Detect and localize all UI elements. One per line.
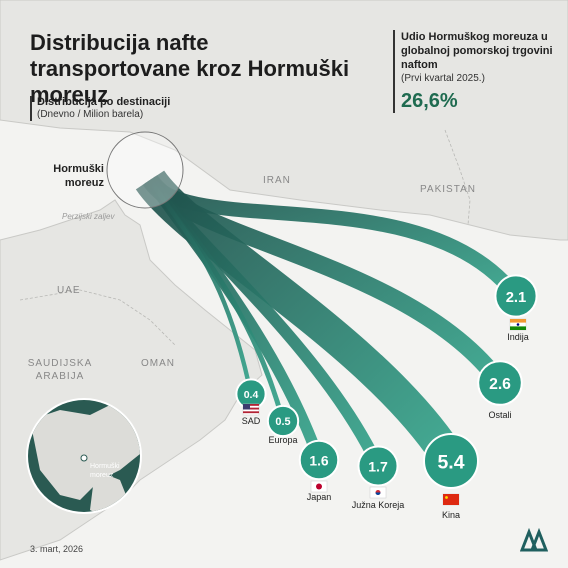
subtitle: Distribucija po destinaciji <box>37 96 171 108</box>
flow-line-sad <box>148 178 254 395</box>
iran-label: IRAN <box>263 175 291 186</box>
strait-label: Hormuški moreuz <box>53 163 104 189</box>
value-label-sad: 0.4 <box>244 389 259 401</box>
value-label-ostali: 2.6 <box>489 376 511 393</box>
bubble-indija <box>494 274 538 318</box>
agency-logo-icon <box>520 528 548 552</box>
value-label-južna-koreja: 1.7 <box>368 458 388 474</box>
destination-label-južna-koreja: Južna Koreja <box>352 500 405 510</box>
value-label-japan: 1.6 <box>309 452 329 468</box>
destination-label-europa: Europa <box>268 435 297 445</box>
globe-label: Hormuški moreuz <box>90 463 120 479</box>
destination-label-japan: Japan <box>307 492 332 502</box>
korea-flag-icon <box>369 486 387 499</box>
value-label-europa: 0.5 <box>275 416 290 428</box>
japan-flag-icon <box>310 480 328 493</box>
destination-label-indija: Indija <box>507 332 529 342</box>
oman-label: OMAN <box>141 358 175 369</box>
destination-label-sad: SAD <box>242 416 261 426</box>
usa-flag-icon <box>242 403 260 416</box>
value-label-kina: 5.4 <box>437 452 464 474</box>
page-title: Distribucija nafte transportovane kroz H… <box>30 30 350 107</box>
saudi-label: SAUDIJSKA ARABIJA <box>28 358 93 382</box>
destination-label-kina: Kina <box>442 510 460 520</box>
bubble-japan <box>298 439 340 481</box>
strait-highlight-circle <box>106 131 184 209</box>
date-label: 3. mart, 2026 <box>30 544 84 554</box>
bubble-ostali <box>477 360 523 406</box>
bubble-južna-koreja <box>357 445 399 487</box>
iran-landmass <box>0 0 568 241</box>
pakistan-label: PAKISTAN <box>420 184 476 195</box>
share-value: 26,6% <box>401 90 458 112</box>
subtitle-block: Distribucija po destinaciji (Dnevno / Mi… <box>30 96 170 121</box>
bubble-europa <box>266 404 300 438</box>
gulf-label: Perzijski zaljev <box>62 212 115 221</box>
share-heading: Udio Hormuškog moreuza u globalnoj pomor… <box>401 31 553 71</box>
destination-bubbles: 2.1 Indija 2.6 Ostali 5.4 Kina 1.7 Južna Koreja… <box>235 274 538 520</box>
globe-marker <box>80 454 88 462</box>
share-block: Udio Hormuškog moreuza u globalnoj pomor… <box>393 30 568 113</box>
share-period: (Prvi kvartal 2025.) <box>401 73 485 84</box>
value-label-indija: 2.1 <box>506 290 527 306</box>
china-flag-icon <box>442 493 460 506</box>
india-flag-icon <box>509 318 527 331</box>
unit-note: (Dnevno / Milion barela) <box>37 109 144 120</box>
bubble-kina <box>423 433 479 489</box>
uae-label: UAE <box>57 285 81 296</box>
destination-label-ostali: Ostali <box>488 410 511 420</box>
flow-lines <box>135 169 522 471</box>
